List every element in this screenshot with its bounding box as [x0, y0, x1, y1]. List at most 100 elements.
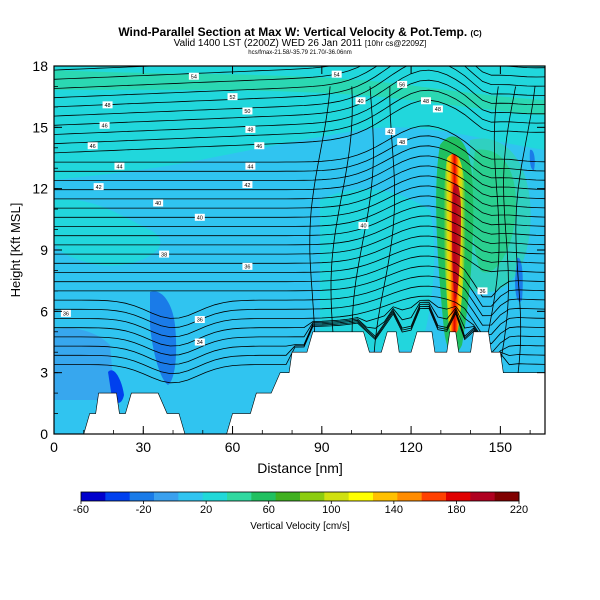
- theta-label: 36: [479, 289, 485, 295]
- field-green-band-left: [54, 199, 161, 266]
- theta-contour-line: [54, 99, 545, 154]
- theta-contour-line: [54, 135, 545, 172]
- colorbar-swatch: [397, 492, 423, 501]
- theta-label: 42: [96, 185, 102, 191]
- x-tick-label: 30: [135, 439, 151, 455]
- colorbar-tick-label: 20: [200, 504, 212, 516]
- colorbar-swatch: [470, 492, 496, 501]
- theta-contour-vertical: [309, 86, 331, 373]
- theta-label: 40: [155, 201, 161, 207]
- x-axis: 0 30 60 90 120 150: [50, 66, 531, 455]
- theta-contour-line: [54, 255, 545, 298]
- theta-label-box: [358, 221, 369, 229]
- theta-contour-line: [54, 66, 545, 117]
- theta-contour-line: [54, 275, 545, 319]
- theta-contour-line: [54, 195, 545, 227]
- theta-contour-line: [54, 301, 545, 356]
- theta-label-box: [242, 262, 253, 270]
- colorbar-tick-label: -60: [73, 504, 89, 516]
- theta-label-box: [159, 250, 170, 258]
- theta-contour-line: [54, 175, 545, 209]
- y-tick-label: 9: [40, 242, 48, 258]
- x-tick-label: 60: [225, 439, 241, 455]
- x-tick-label: 90: [314, 439, 330, 455]
- colorbar-swatch: [300, 492, 325, 501]
- colorbar-tick-label: 100: [322, 504, 340, 516]
- colorbar-swatch: [275, 492, 301, 501]
- theta-label-box: [477, 287, 488, 295]
- theta-contour-line: [54, 69, 545, 126]
- theta-label-box: [114, 162, 125, 170]
- theta-label: 36: [63, 312, 69, 318]
- theta-contour-line: [54, 235, 545, 264]
- theta-label: 52: [229, 95, 235, 101]
- theta-contour-line: [54, 285, 545, 329]
- theta-contour-vertical: [498, 86, 516, 373]
- theta-contour-line: [54, 215, 545, 246]
- colorbar-swatch: [81, 492, 106, 501]
- theta-label-box: [420, 97, 431, 105]
- x-tick-label: 0: [50, 439, 58, 455]
- field-green-right: [320, 189, 435, 350]
- updraft-max-core: [452, 183, 461, 300]
- y-tick-label: 18: [32, 58, 48, 74]
- colorbar-swatch: [446, 492, 471, 501]
- theta-label-box: [60, 309, 71, 317]
- plot-area: 54 54 52 56 48 50 48 46 40 48 48 46 44 46 44 42 48 42 42 40…: [54, 66, 545, 434]
- colorbar-swatch: [251, 492, 277, 501]
- theta-label: 46: [256, 144, 262, 150]
- theta-label: 48: [247, 128, 253, 134]
- theta-label: 38: [161, 252, 167, 258]
- theta-contour-line: [54, 125, 545, 163]
- theta-contour-line: [54, 295, 545, 338]
- theta-label: 48: [399, 140, 405, 146]
- x-tick-label: 120: [399, 439, 423, 455]
- theta-contour-line: [54, 299, 545, 347]
- theta-contour-vertical: [515, 86, 536, 373]
- colorbar-label: Vertical Velocity [cm/s]: [250, 521, 350, 532]
- theta-label-box: [194, 316, 205, 324]
- theta-contour-line: [54, 265, 545, 307]
- y-tick-label: 15: [32, 119, 48, 135]
- theta-label: 40: [357, 99, 363, 105]
- colorbar-swatch: [178, 492, 204, 501]
- theta-contour-line: [54, 305, 545, 375]
- theta-contour-line: [54, 225, 545, 255]
- theta-contour-line: [54, 303, 545, 365]
- run-tag: [10hr cs@2209Z]: [365, 39, 426, 48]
- colorbar-swatch: [348, 492, 374, 501]
- colorbar-swatch: [373, 492, 398, 501]
- theta-contour-line: [54, 79, 545, 135]
- y-tick-label: 12: [32, 181, 48, 197]
- downdraft-far-right: [529, 149, 535, 171]
- theta-contour-vertical: [330, 86, 353, 373]
- terrain-mask: [54, 331, 545, 434]
- theta-label-box: [87, 142, 98, 150]
- colorbar-frame: [80, 491, 520, 502]
- theta-contour-line: [54, 245, 545, 273]
- theta-label-box: [99, 121, 110, 129]
- theta-label-box: [194, 338, 205, 346]
- theta-contour-line: [54, 185, 545, 218]
- theta-label: 48: [435, 107, 441, 113]
- colorbar-swatch: [421, 492, 447, 501]
- theta-contour-line: [54, 307, 545, 384]
- colorbar-swatch: [324, 492, 350, 501]
- theta-contour-line: [54, 66, 545, 89]
- theta-label-box: [245, 125, 256, 133]
- y-axis-label: Height [Kft MSL]: [8, 203, 23, 298]
- theta-label-box: [432, 105, 443, 113]
- valid-time: Valid 1400 LST (2200Z) WED 26 Jan 2011: [174, 38, 363, 49]
- theta-label-box: [102, 101, 113, 109]
- theta-label-box: [242, 107, 253, 115]
- theta-contour-line: [54, 205, 545, 237]
- chart-title: Wind-Parallel Section at Max W: Vertical…: [118, 25, 467, 39]
- theta-label: 48: [423, 99, 429, 105]
- colorbar-swatch: [494, 492, 520, 501]
- theta-label: 34: [197, 340, 203, 346]
- colorbar-swatch: [105, 492, 131, 501]
- theta-label: 48: [105, 103, 111, 109]
- theta-contour-vertical: [351, 86, 374, 373]
- downdraft-right: [515, 257, 523, 302]
- theta-label: 44: [247, 164, 253, 170]
